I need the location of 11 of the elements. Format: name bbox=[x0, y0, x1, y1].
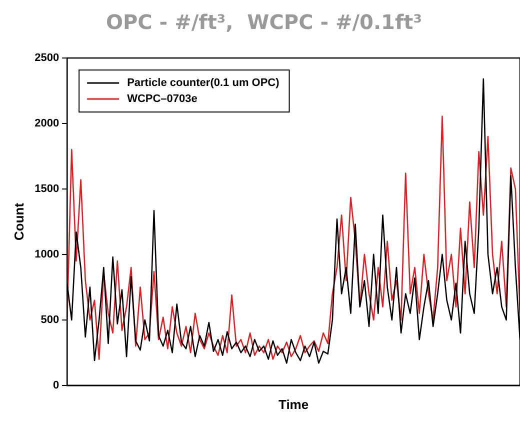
y-tick-label: 1000 bbox=[34, 248, 60, 260]
y-tick-label: 2500 bbox=[34, 52, 60, 64]
y-tick-label: 2000 bbox=[34, 118, 60, 130]
y-axis-title: Count bbox=[11, 202, 26, 240]
y-tick-label: 500 bbox=[40, 314, 60, 326]
x-axis-title: Time bbox=[278, 396, 309, 412]
chart-title: OPC - #/ft³, WCPC - #/0.1ft³ bbox=[106, 10, 422, 34]
legend-label: WCPC–0703e bbox=[127, 93, 198, 106]
y-tick-label: 1500 bbox=[34, 182, 60, 195]
legend-label: Particle counter(0.1 um OPC) bbox=[127, 77, 280, 90]
y-tick-label: 0 bbox=[52, 379, 60, 392]
